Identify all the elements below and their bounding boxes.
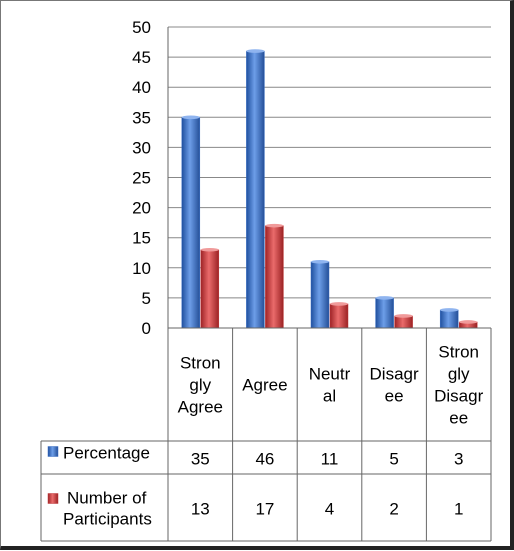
y-tick-label: 45: [132, 48, 151, 67]
bar-participants: [329, 303, 349, 329]
bars: [181, 49, 478, 329]
bar-top-cap: [459, 320, 478, 324]
bar-participants: [200, 249, 220, 329]
y-tick-label: 5: [142, 289, 151, 308]
data-table-value: 4: [325, 500, 334, 519]
bar-top-cap: [181, 115, 200, 120]
gridlines: [167, 26, 491, 329]
y-tick-label: 10: [132, 259, 151, 278]
y-tick-label: 20: [132, 199, 151, 218]
data-table-value: 1: [454, 500, 463, 519]
bar-top-cap: [200, 247, 219, 252]
bar-percentage: [310, 261, 330, 329]
category-label: al: [323, 387, 336, 406]
y-tick-label: 25: [132, 169, 151, 188]
bar-participants: [394, 315, 413, 329]
bar-percentage: [439, 309, 459, 329]
category-label: Disagr: [434, 387, 483, 406]
legend-key-percentage: [47, 446, 59, 457]
category-label: Agree: [242, 376, 287, 395]
category-label: gly: [189, 376, 211, 395]
category-label: gly: [448, 365, 470, 384]
data-table: Stron gly Agree Agree Neutr al Disagr ee Stron gl…: [40, 327, 492, 542]
bar-percentage: [246, 50, 265, 329]
y-axis-ticks: 0 5 10 15 20 25 30 35 40 45 50: [132, 18, 151, 338]
legend-label: Number of: [67, 489, 147, 508]
y-tick-label: 40: [132, 78, 151, 97]
data-table-value: 2: [389, 500, 398, 519]
category-label: Disagr: [370, 365, 419, 384]
bar-top-cap: [311, 259, 329, 264]
legend-label: Percentage: [63, 444, 150, 463]
data-table-value: 5: [389, 450, 398, 469]
data-table-value: 11: [321, 450, 339, 469]
bar-top-cap: [330, 302, 348, 306]
bar-top-cap: [265, 223, 284, 228]
data-table-value: 17: [255, 500, 274, 519]
category-label: Stron: [180, 354, 221, 373]
legend-key-participants: [47, 493, 59, 504]
category-label: Stron: [438, 343, 479, 362]
bar-top-cap: [246, 49, 265, 53]
category-label: ee: [449, 409, 468, 428]
bar-top-cap: [440, 308, 459, 312]
y-tick-label: 35: [132, 108, 151, 127]
y-tick-label: 0: [142, 319, 151, 338]
bar-participants: [265, 225, 284, 329]
y-tick-label: 15: [132, 229, 151, 248]
data-table-value: 46: [255, 450, 274, 469]
y-tick-label: 30: [132, 138, 151, 157]
bar-percentage: [375, 297, 394, 329]
bar-top-cap: [375, 296, 394, 300]
data-table-value: 35: [191, 450, 210, 469]
bar-top-cap: [394, 314, 413, 318]
category-label: ee: [385, 387, 404, 406]
category-label: Neutr: [309, 365, 351, 384]
legend-label: Participants: [63, 510, 152, 529]
category-label: Agree: [178, 398, 223, 417]
data-table-value: 13: [191, 500, 210, 519]
bar-percentage: [181, 117, 201, 329]
data-table-value: 3: [454, 450, 463, 469]
y-tick-label: 50: [132, 18, 151, 37]
